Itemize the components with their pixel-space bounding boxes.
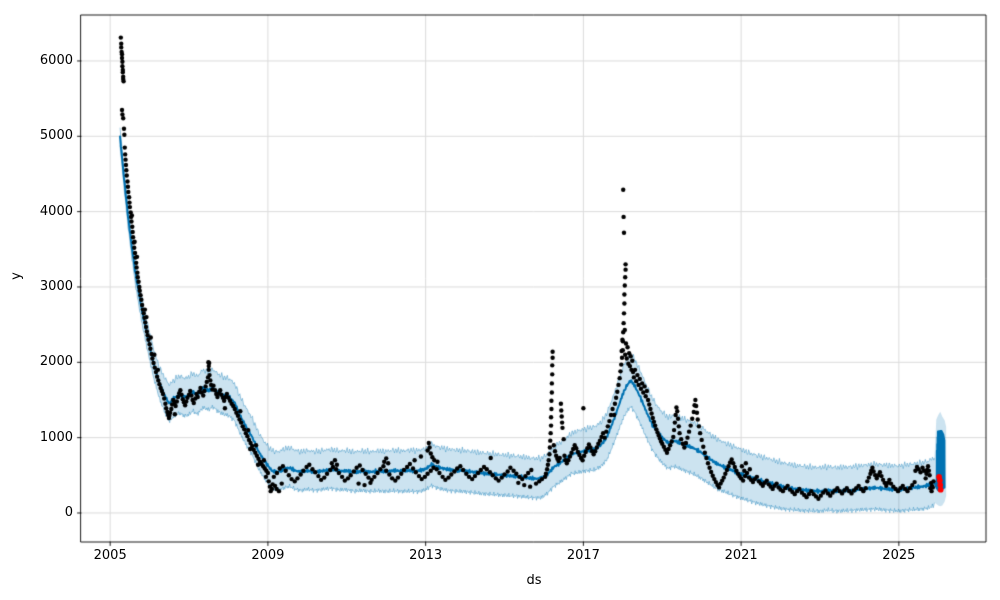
x-tick-label: 2017 xyxy=(566,548,600,563)
y-tick-label: 2000 xyxy=(39,354,73,370)
y-tick-label: 4000 xyxy=(39,203,73,219)
x-axis-label: ds xyxy=(526,573,542,588)
y-tick-label: 5000 xyxy=(39,128,73,144)
x-tick-label: 2021 xyxy=(724,548,758,563)
y-tick-label: 6000 xyxy=(39,52,73,68)
y-tick-label: 0 xyxy=(64,504,73,520)
y-tick-label: 3000 xyxy=(39,278,73,294)
y-tick-label: 1000 xyxy=(39,429,73,445)
x-tick-label: 2025 xyxy=(882,548,916,563)
y-axis-label: y xyxy=(9,272,24,280)
x-tick-label: 2005 xyxy=(93,548,127,563)
x-tick-label: 2013 xyxy=(409,548,443,563)
x-tick-label: 2009 xyxy=(251,548,285,563)
